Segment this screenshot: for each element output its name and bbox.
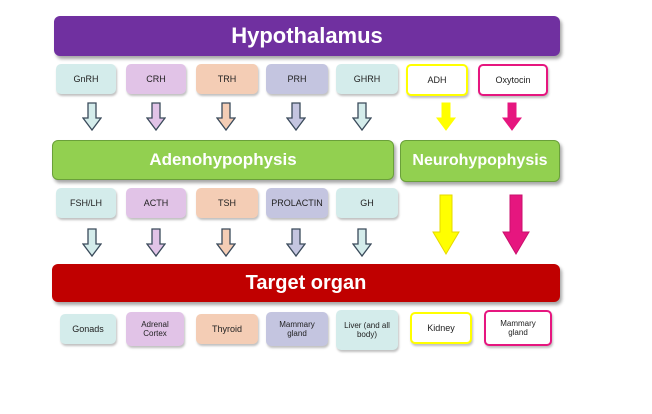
target-organ-bar: Target organ <box>52 264 560 302</box>
organ-mammary-gland: Mammary gland <box>266 312 328 346</box>
organ-mammary-gland-neuro: Mammary gland <box>484 310 552 346</box>
arrow-down-icon <box>352 228 372 258</box>
neurohypophysis-bar: Neurohypophysis <box>400 140 560 182</box>
arrow-down-icon <box>82 228 102 258</box>
hormone-oxytocin: Oxytocin <box>478 64 548 96</box>
arrow-down-icon <box>286 228 306 258</box>
hormone-gnrh: GnRH <box>56 64 116 94</box>
hormone-ghrh: GHRH <box>336 64 398 94</box>
arrow-down-icon <box>82 102 102 132</box>
arrow-down-icon <box>502 102 522 131</box>
arrow-down-icon <box>286 102 306 132</box>
hormone-tsh: TSH <box>196 188 258 218</box>
arrow-down-icon <box>352 102 372 132</box>
arrow-down-icon <box>216 102 236 132</box>
hormone-acth: ACTH <box>126 188 186 218</box>
arrow-down-icon <box>146 228 166 258</box>
arrow-down-icon <box>436 102 456 131</box>
organ-thyroid: Thyroid <box>196 314 258 344</box>
arrow-down-icon <box>502 194 530 255</box>
arrow-down-icon <box>146 102 166 132</box>
organ-kidney: Kidney <box>410 312 472 344</box>
arrow-down-icon <box>216 228 236 258</box>
hormone-prolactin: PROLACTIN <box>266 188 328 218</box>
hormone-prh: PRH <box>266 64 328 94</box>
arrow-down-icon <box>432 194 460 255</box>
hormone-gh: GH <box>336 188 398 218</box>
hormone-crh: CRH <box>126 64 186 94</box>
organ-adrenal-cortex: Adrenal Cortex <box>126 312 184 346</box>
organ-gonads: Gonads <box>60 314 116 344</box>
organ-liver: Liver (and all body) <box>336 310 398 350</box>
adenohypophysis-bar: Adenohypophysis <box>52 140 394 180</box>
hormone-trh: TRH <box>196 64 258 94</box>
hormone-fsh-lh: FSH/LH <box>56 188 116 218</box>
hormone-adh: ADH <box>406 64 468 96</box>
hypothalamus-bar: Hypothalamus <box>54 16 560 56</box>
